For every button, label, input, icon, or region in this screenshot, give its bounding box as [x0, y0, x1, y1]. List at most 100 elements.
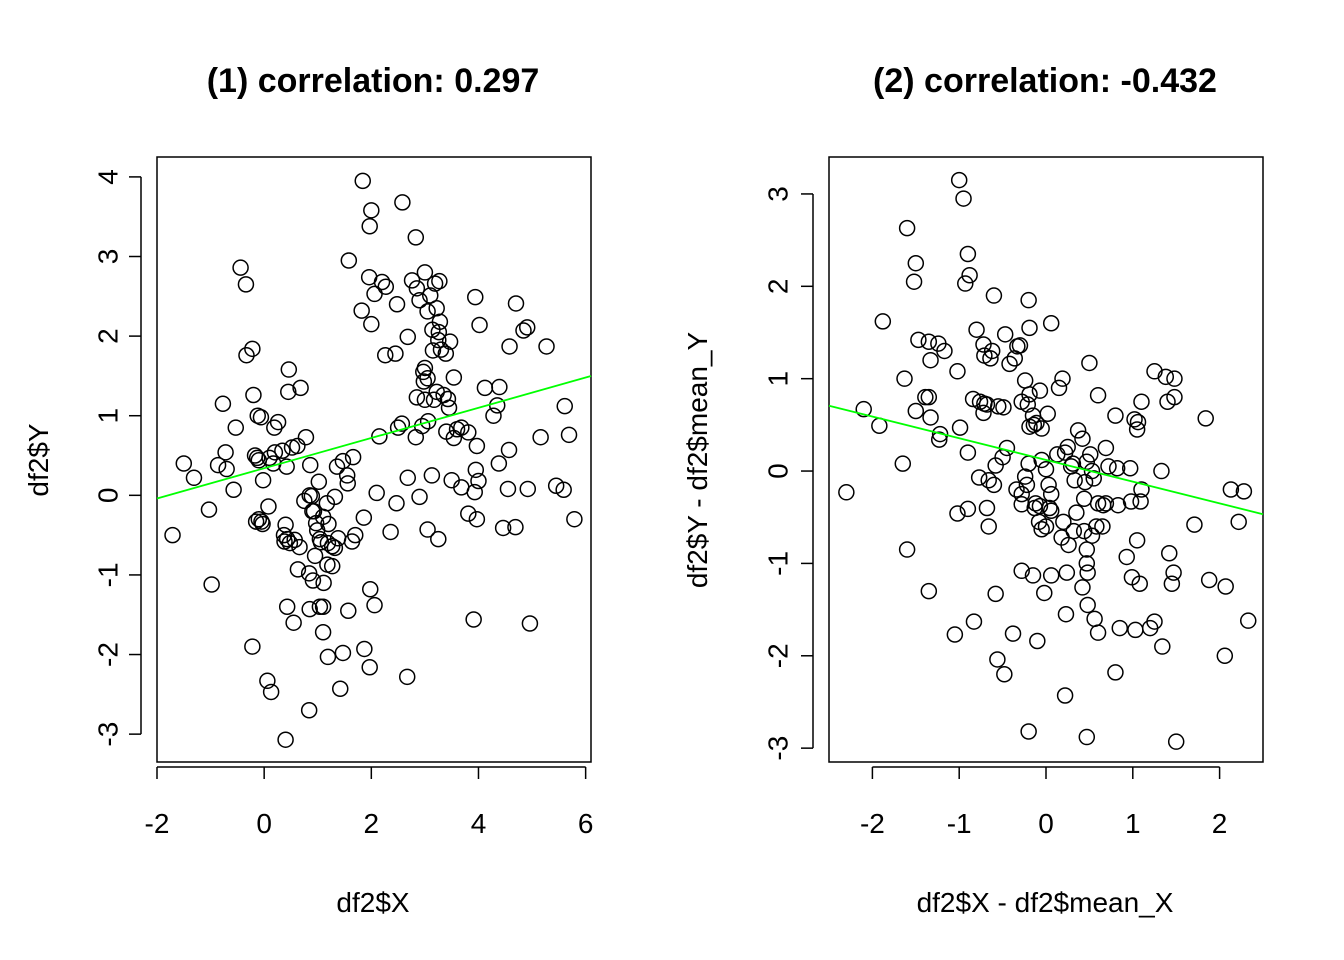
x-tick-label: -2 [145, 808, 170, 839]
data-point [262, 683, 280, 701]
data-point [431, 272, 448, 290]
data-point [382, 523, 399, 541]
data-point [1107, 664, 1124, 681]
data-point [1064, 455, 1082, 472]
data-point [1037, 518, 1055, 535]
data-point [261, 449, 278, 467]
data-point [425, 391, 443, 409]
data-point [1200, 571, 1218, 589]
data-point [936, 342, 953, 360]
data-point [366, 285, 383, 303]
data-point [1100, 458, 1117, 475]
data-point [955, 190, 972, 207]
data-point [373, 273, 391, 291]
data-point [306, 547, 324, 565]
data-point [377, 278, 395, 296]
data-point [448, 421, 466, 438]
data-point [975, 404, 992, 422]
data-point [301, 456, 319, 474]
data-point [566, 510, 583, 528]
data-point [1042, 567, 1060, 584]
data-point [961, 266, 978, 284]
data-point [280, 383, 297, 401]
data-point [1108, 460, 1126, 477]
data-point [1019, 396, 1037, 413]
data-point [1013, 496, 1030, 513]
x-axis: -2 -1 0 1 2 [860, 766, 1227, 839]
data-point [476, 379, 494, 397]
data-point [507, 518, 524, 536]
data-point [300, 702, 318, 719]
data-point [363, 315, 380, 333]
data-point [1186, 516, 1203, 533]
y-tick-label: 0 [763, 463, 794, 479]
data-point [920, 582, 938, 600]
data-point [1118, 548, 1135, 566]
data-point [252, 409, 270, 426]
data-point [1021, 319, 1038, 337]
data-point [976, 395, 993, 412]
data-point [894, 455, 912, 472]
data-point [1078, 555, 1096, 572]
data-point [1009, 338, 1026, 355]
data-point [1029, 632, 1046, 650]
data-point [430, 530, 447, 548]
data-point [1128, 421, 1146, 438]
data-point [218, 460, 235, 478]
data-point [1166, 388, 1183, 406]
data-point [501, 338, 518, 355]
data-point [1018, 476, 1036, 494]
data-point [490, 455, 508, 472]
data-point [1039, 405, 1056, 423]
data-point [445, 369, 463, 386]
data-point [353, 302, 370, 319]
data-point [1146, 613, 1163, 630]
data-point [1060, 536, 1077, 554]
data-point [346, 526, 364, 544]
data-point [950, 171, 968, 189]
data-point [907, 402, 925, 420]
data-point [250, 510, 268, 528]
data-point [1031, 382, 1049, 399]
data-point [419, 370, 436, 387]
data-point [361, 218, 378, 235]
data-point [978, 499, 996, 517]
data-point [1075, 522, 1093, 540]
data-point [1127, 621, 1144, 639]
y-axis-label: df2$Y - df2$mean_Y [682, 332, 713, 589]
data-point [1197, 410, 1214, 427]
data-point [468, 510, 486, 528]
data-point [1222, 481, 1240, 498]
data-point [259, 672, 276, 690]
data-point [274, 442, 291, 459]
data-point [389, 419, 407, 436]
data-point [291, 538, 308, 556]
data-point [387, 345, 404, 362]
data-point [393, 415, 411, 432]
data-point [1167, 733, 1185, 750]
data-point [407, 428, 425, 446]
data-point [1122, 493, 1140, 510]
data-point [982, 350, 999, 367]
data-point [1016, 372, 1034, 389]
data-point [1085, 470, 1102, 487]
regression-line [156, 375, 592, 500]
data-point [278, 458, 295, 475]
plot-frame [156, 156, 592, 763]
data-point [917, 388, 934, 406]
data-point [399, 469, 417, 487]
data-point [340, 602, 357, 619]
data-point [314, 598, 332, 616]
data-point [1020, 291, 1037, 309]
data-point [249, 407, 266, 424]
data-point [311, 530, 329, 548]
data-point [905, 273, 923, 290]
data-point [485, 407, 502, 424]
data-point [1056, 444, 1074, 461]
data-point [1074, 579, 1091, 596]
data-point [964, 390, 982, 408]
data-point [965, 613, 983, 630]
data-point [301, 600, 318, 618]
data-point [959, 500, 977, 518]
data-point [1154, 638, 1171, 655]
